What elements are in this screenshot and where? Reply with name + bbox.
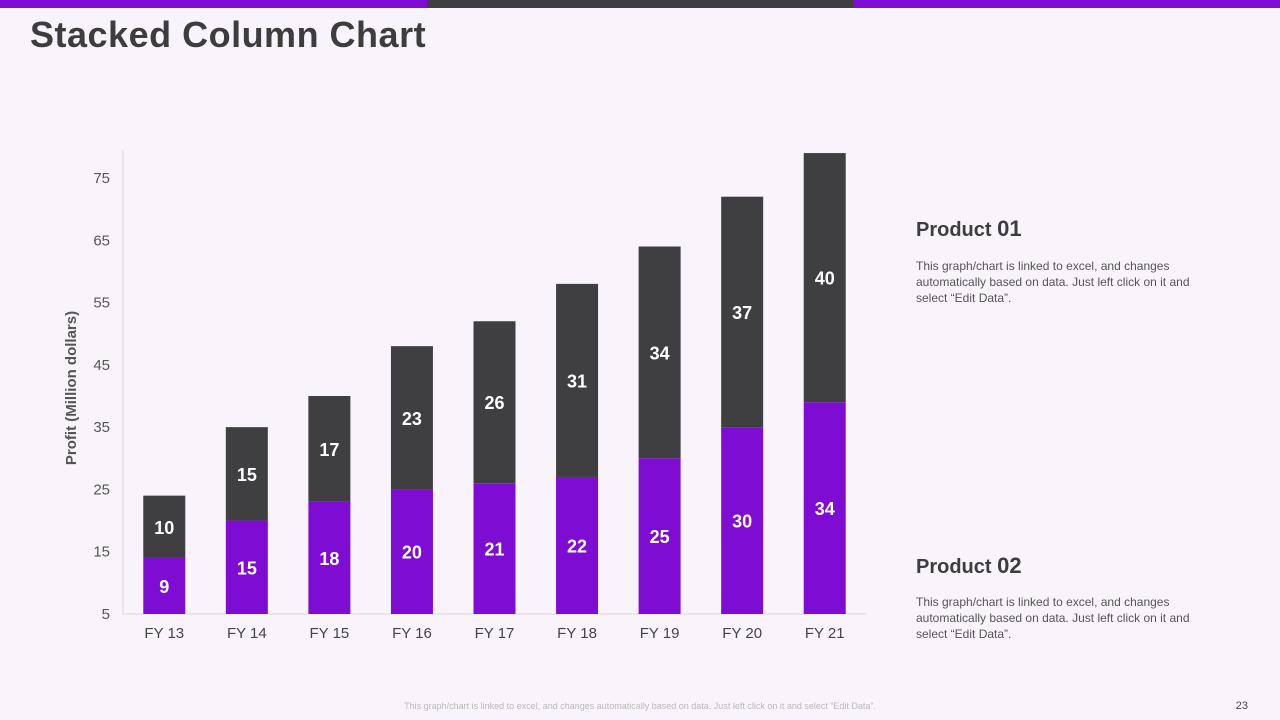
x-tick-label: FY 20 — [722, 625, 762, 642]
y-tick-label: 25 — [93, 481, 110, 498]
data-label-product-02: 25 — [650, 527, 670, 547]
data-label-product-01: 34 — [650, 343, 670, 363]
bar-product-01 — [473, 321, 516, 484]
legend-product-02-number: 02 — [997, 553, 1022, 578]
legend-product-02-title: Product 02 — [916, 553, 1022, 579]
data-label-product-01: 23 — [402, 409, 422, 429]
bar-product-01 — [638, 246, 681, 459]
x-tick-label: FY 21 — [805, 625, 845, 642]
legend-product-01-label: Product — [916, 219, 992, 241]
top-accent-segment-2 — [427, 0, 853, 8]
bar-product-02 — [638, 458, 681, 614]
y-axis-title: Profit (Million dollars) — [63, 311, 80, 465]
data-label-product-02: 18 — [319, 549, 339, 569]
bar-product-01 — [721, 196, 764, 428]
bar-product-01 — [143, 495, 186, 558]
bar-product-01 — [225, 427, 268, 521]
bar-product-02 — [721, 427, 764, 614]
y-tick-label: 45 — [93, 357, 110, 374]
data-label-product-01: 17 — [319, 440, 339, 460]
data-label-product-01: 15 — [237, 465, 257, 485]
footer-note: This graph/chart is linked to excel, and… — [404, 701, 876, 711]
bar-product-01 — [308, 396, 351, 502]
top-accent-segment-3 — [853, 0, 1280, 8]
x-tick-label: FY 14 — [227, 625, 267, 642]
bar-product-02 — [143, 557, 186, 614]
y-tick-label: 5 — [102, 606, 110, 623]
data-label-product-02: 21 — [484, 540, 504, 560]
x-tick-label: FY 16 — [392, 625, 432, 642]
bar-product-02 — [473, 483, 516, 614]
x-tick-label: FY 18 — [557, 625, 597, 642]
legend-product-01-description: This graph/chart is linked to excel, and… — [916, 259, 1190, 305]
data-label-product-02: 15 — [237, 558, 257, 578]
y-tick-label: 15 — [93, 544, 110, 561]
data-label-product-01: 40 — [815, 269, 835, 289]
stacked-column-chart[interactable]: 5 15 25 35 45 55 65 75 Profit (Million dollars) 9… — [0, 0, 900, 660]
bar-product-02 — [390, 489, 433, 614]
legend-product-02-label: Product — [916, 556, 992, 578]
x-tick-label: FY 19 — [640, 625, 680, 642]
y-tick-label: 75 — [93, 170, 110, 187]
top-accent-bar — [0, 0, 1280, 8]
y-tick-label: 65 — [93, 232, 110, 249]
page-number: 23 — [1235, 700, 1248, 712]
page-title: Stacked Column Chart — [30, 14, 427, 55]
bar-product-01 — [803, 153, 846, 403]
bar-product-02 — [803, 402, 846, 614]
data-label-product-02: 34 — [815, 499, 835, 519]
legend-product-02-description: This graph/chart is linked to excel, and… — [916, 595, 1190, 641]
data-label-product-01: 10 — [154, 518, 174, 538]
y-tick-label: 35 — [93, 419, 110, 436]
data-label-product-01: 37 — [732, 303, 752, 323]
x-tick-label: FY 17 — [475, 625, 515, 642]
x-tick-label: FY 13 — [144, 625, 184, 642]
data-label-product-02: 9 — [159, 577, 169, 597]
data-label-product-02: 20 — [402, 543, 422, 563]
legend-product-01-number: 01 — [997, 216, 1022, 241]
x-tick-label: FY 15 — [310, 625, 350, 642]
bar-product-01 — [556, 283, 599, 477]
bar-product-02 — [556, 476, 599, 614]
bar-product-01 — [390, 346, 433, 490]
data-label-product-02: 22 — [567, 536, 587, 556]
legend-product-01-title: Product 01 — [916, 216, 1022, 242]
data-label-product-01: 26 — [484, 393, 504, 413]
data-label-product-01: 31 — [567, 371, 587, 391]
bar-product-02 — [308, 501, 351, 614]
y-tick-label: 55 — [93, 295, 110, 312]
data-label-product-02: 30 — [732, 512, 752, 532]
top-accent-segment-1 — [0, 0, 427, 8]
bar-product-02 — [225, 520, 268, 614]
